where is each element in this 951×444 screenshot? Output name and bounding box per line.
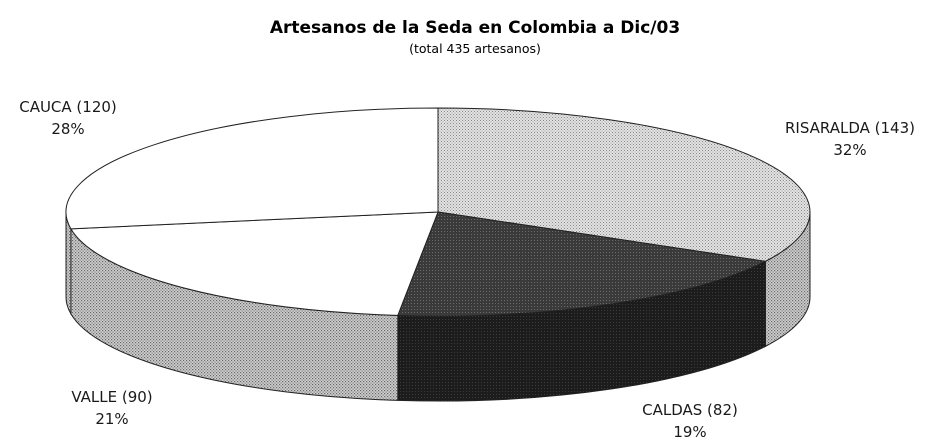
slice-percent-3: 28% — [51, 120, 84, 138]
pie-slice-valle — [70, 211, 439, 316]
slice-percent-1: 19% — [673, 423, 706, 441]
chart-subtitle: (total 435 artesanos) — [409, 41, 541, 56]
pie-slice-cauca — [65, 107, 439, 230]
slice-label-2: VALLE (90) — [71, 388, 152, 406]
chart-title: Artesanos de la Seda en Colombia a Dic/0… — [270, 18, 680, 38]
slice-label-3: CAUCA (120) — [19, 98, 117, 116]
pie-slice-risaralda — [437, 107, 811, 262]
slice-label-1: CALDAS (82) — [642, 401, 738, 419]
pie-slice-caldas — [397, 211, 767, 317]
slice-percent-0: 32% — [833, 141, 866, 159]
slice-percent-2: 21% — [95, 410, 128, 428]
slice-label-0: RISARALDA (143) — [785, 119, 915, 137]
